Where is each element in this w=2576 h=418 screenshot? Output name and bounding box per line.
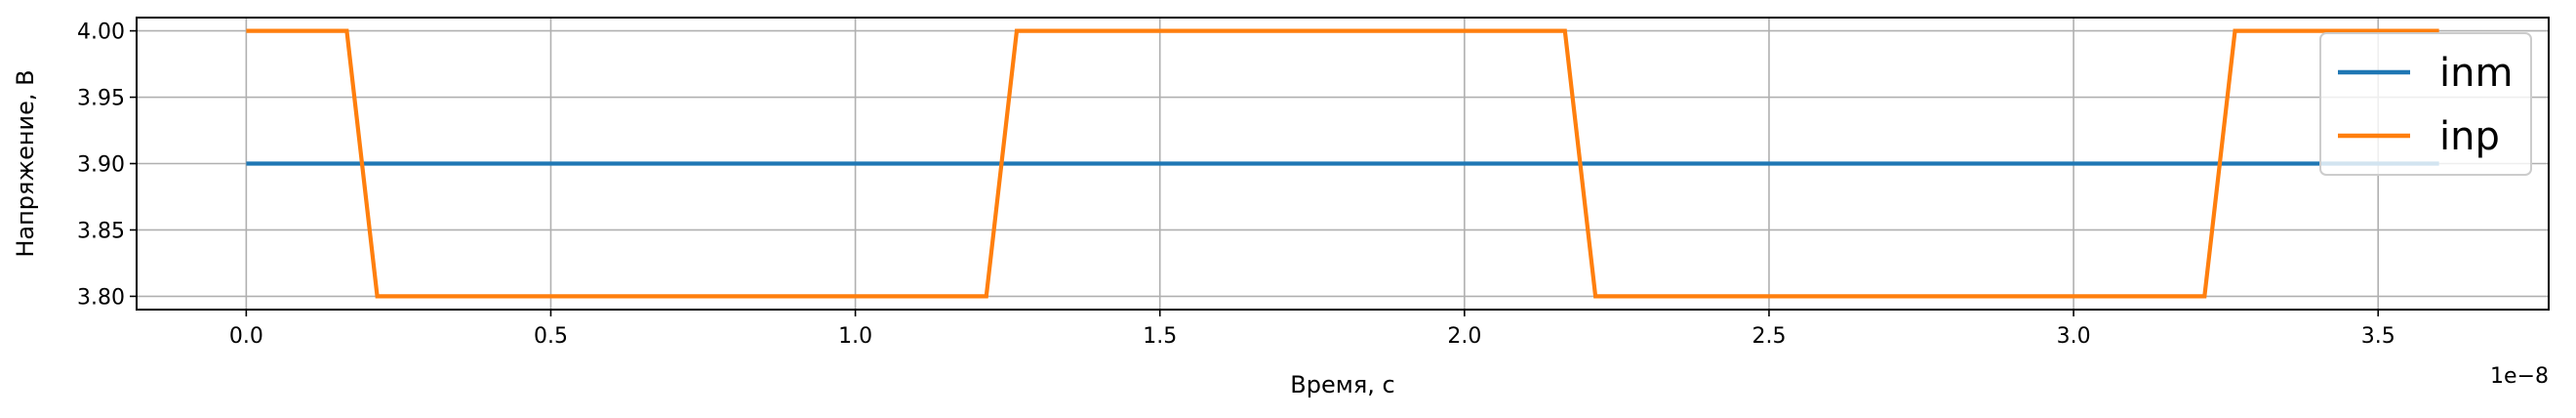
x-tick-label: 2.5: [1751, 324, 1786, 349]
legend: inm inp: [2319, 32, 2532, 176]
x-axis-title: Время, с: [1290, 371, 1394, 398]
x-axis-offset-text: 1e−8: [2490, 364, 2549, 389]
y-tick-label: 3.95: [77, 87, 125, 111]
y-tick-label: 4.00: [77, 21, 125, 45]
y-tick-label: 3.90: [77, 153, 125, 178]
x-axis: 0.0 0.5 1.0 1.5 2.0 2.5 3.0 3.5: [229, 310, 2395, 349]
y-tick-label: 3.85: [77, 219, 125, 243]
x-tick-label: 1.5: [1143, 324, 1177, 349]
x-tick-label: 2.0: [1447, 324, 1481, 349]
y-tick-label: 3.80: [77, 285, 125, 310]
legend-label-inm: inm: [2439, 51, 2513, 96]
series-lines: [246, 28, 2439, 299]
x-tick-label: 3.0: [2057, 324, 2091, 349]
x-tick-label: 0.5: [534, 324, 568, 349]
legend-label-inp: inp: [2439, 114, 2500, 159]
legend-box: [2319, 32, 2532, 176]
y-axis: 3.80 3.85 3.90 3.95 4.00: [77, 21, 137, 310]
series-line-inp: [246, 28, 2439, 299]
x-tick-label: 1.0: [838, 324, 872, 349]
x-tick-label: 0.0: [229, 324, 263, 349]
y-axis-title: Напряжение, В: [12, 69, 39, 257]
x-tick-label: 3.5: [2361, 324, 2395, 349]
